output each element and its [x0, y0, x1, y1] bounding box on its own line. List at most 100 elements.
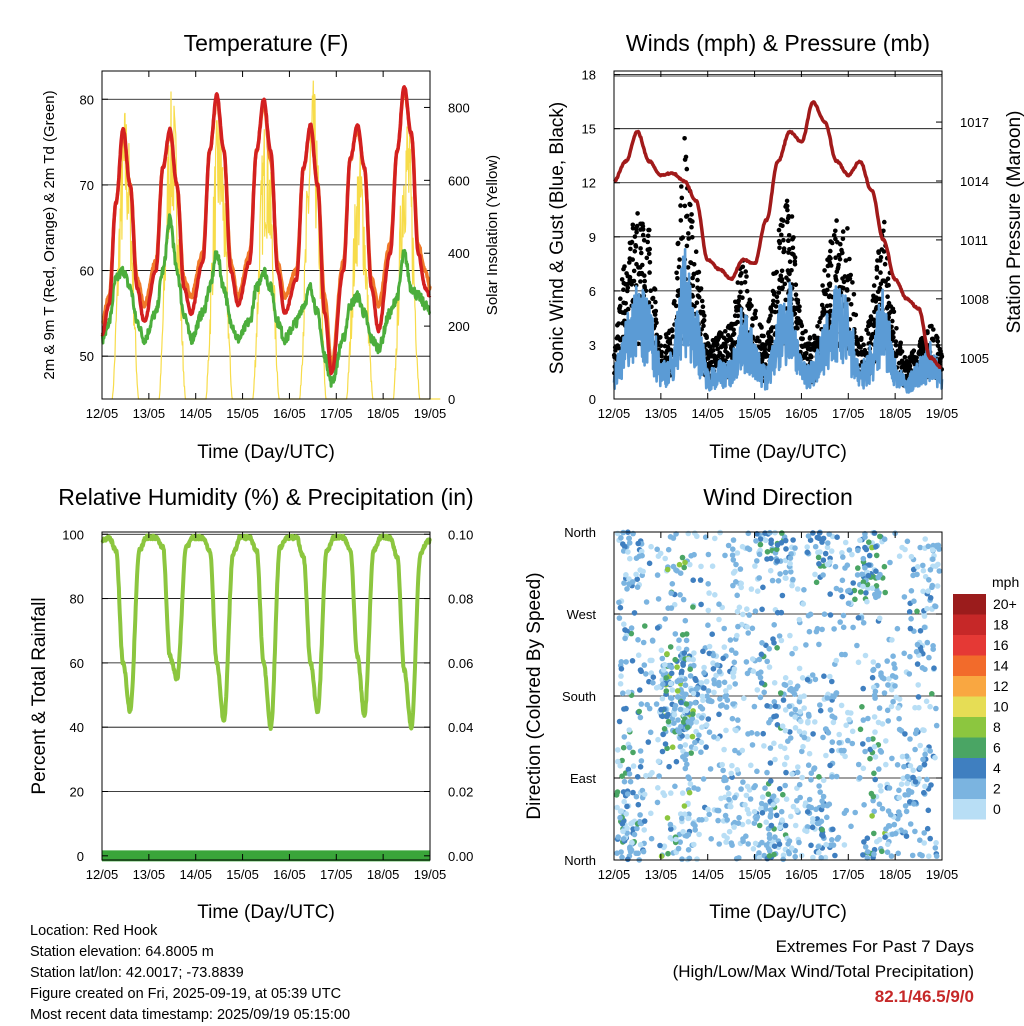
gust-point	[897, 343, 903, 348]
direction-point	[891, 661, 897, 667]
direction-point	[664, 651, 670, 657]
direction-point	[679, 856, 685, 862]
direction-point	[857, 726, 864, 733]
dewpoint-line	[100, 213, 431, 388]
gust-point	[771, 298, 776, 304]
direction-point	[732, 794, 738, 801]
direction-point	[872, 695, 878, 701]
direction-point	[706, 643, 713, 650]
direction-point	[883, 738, 889, 744]
direction-point	[667, 821, 674, 828]
gust-point	[628, 246, 633, 252]
gust-point	[667, 339, 672, 345]
direction-point	[820, 777, 827, 784]
direction-point	[824, 695, 831, 701]
direction-point	[930, 556, 936, 562]
gust-point	[790, 236, 795, 242]
direction-point	[780, 856, 786, 863]
direction-point	[920, 756, 926, 763]
direction-point	[933, 853, 940, 859]
direction-point	[666, 763, 672, 770]
direction-point	[620, 744, 627, 751]
humidity-ytick-label: 0	[77, 849, 84, 864]
direction-point	[657, 842, 663, 849]
legend-label: 10	[993, 699, 1009, 715]
gust-point	[772, 309, 778, 315]
station-elevation: Station elevation: 64.8005 m	[30, 944, 214, 960]
direction-point	[744, 670, 751, 677]
gust-point	[768, 307, 774, 312]
direction-point	[681, 564, 687, 571]
direction-point	[911, 598, 917, 604]
direction-point	[730, 537, 737, 543]
gust-point	[768, 328, 774, 334]
direction-point	[621, 621, 627, 627]
direction-point	[633, 850, 639, 857]
gust-point	[675, 276, 680, 281]
direction-point	[764, 658, 770, 665]
gust-point	[701, 323, 706, 329]
direction-point	[733, 579, 739, 585]
gust-point	[831, 233, 837, 238]
gust-point	[757, 322, 763, 328]
direction-point	[624, 791, 631, 797]
direction-point	[778, 609, 785, 616]
direction-point	[673, 836, 679, 843]
direction-point	[896, 726, 903, 733]
direction-point	[899, 753, 906, 760]
gust-point	[701, 318, 707, 323]
direction-point	[665, 546, 672, 553]
direction-point	[730, 570, 737, 576]
direction-point	[890, 698, 896, 705]
gust-point	[730, 332, 736, 338]
direction-point	[871, 714, 878, 720]
direction-point	[901, 650, 907, 657]
direction-point	[676, 561, 683, 568]
gust-point	[866, 331, 871, 336]
gust-point	[695, 293, 701, 299]
direction-point	[693, 677, 699, 684]
direction-point	[827, 559, 833, 565]
direction-point	[648, 543, 654, 550]
gust-point	[695, 285, 700, 291]
direction-point	[875, 593, 881, 599]
direction-point	[925, 543, 932, 550]
gust-point	[725, 333, 731, 338]
gust-point	[815, 324, 820, 329]
direction-point	[783, 796, 790, 802]
direction-point	[637, 764, 644, 770]
direction-point	[692, 699, 698, 706]
direction-point	[873, 568, 879, 574]
direction-point	[913, 648, 920, 655]
winds-xtick-label: 13/05	[645, 406, 678, 421]
direction-point	[635, 637, 641, 643]
direction-point	[895, 705, 901, 711]
gust-point	[894, 326, 899, 331]
direction-point	[932, 754, 938, 761]
gust-point	[730, 341, 735, 346]
direction-point	[838, 651, 845, 658]
gust-point	[817, 319, 822, 325]
gust-point	[676, 264, 682, 270]
direction-point	[875, 662, 881, 669]
direction-point	[871, 851, 877, 857]
direction-point	[849, 551, 855, 558]
direction-point	[659, 655, 666, 662]
gust-point	[689, 212, 694, 217]
direction-point	[782, 569, 789, 576]
gust-point	[634, 223, 640, 229]
gust-point	[647, 260, 653, 265]
direction-point	[936, 568, 943, 574]
direction-point	[827, 762, 833, 769]
direction-point	[756, 822, 763, 829]
direction-point	[884, 707, 891, 714]
direction-point	[932, 603, 938, 609]
gust-point	[799, 343, 805, 349]
direction-point	[794, 586, 801, 592]
direction-point	[766, 664, 773, 670]
direction-point	[749, 742, 756, 748]
direction-point	[720, 767, 726, 774]
direction-point	[815, 554, 822, 561]
direction-point	[716, 679, 722, 686]
temperature-xtick-label: 12/05	[86, 406, 119, 421]
